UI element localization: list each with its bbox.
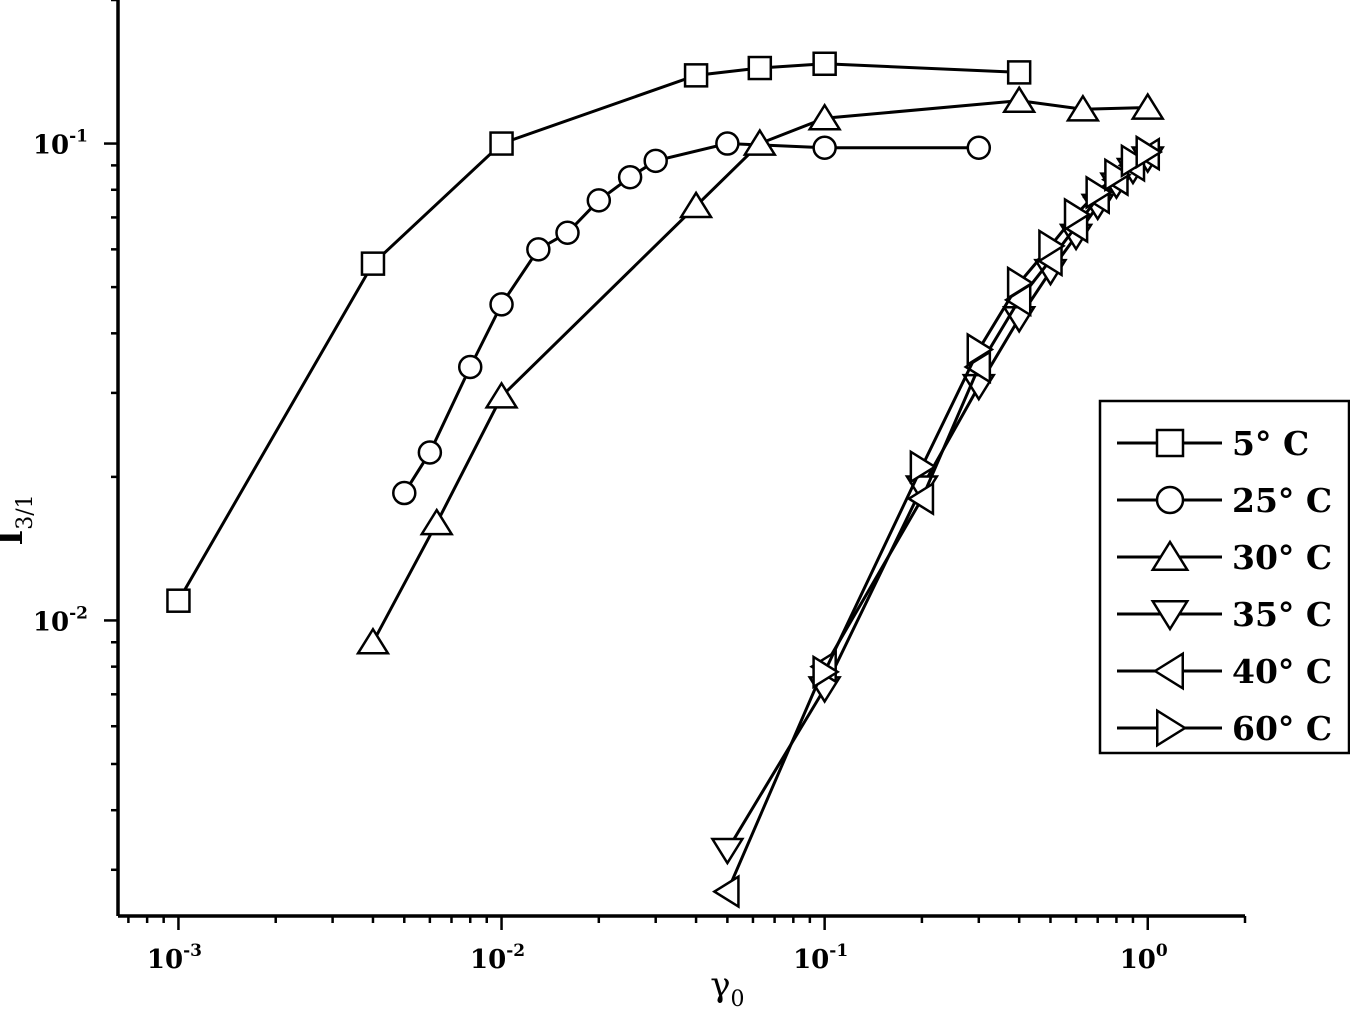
- data-point: [909, 449, 938, 484]
- data-point: [1006, 265, 1035, 301]
- legend-marker: [1152, 651, 1184, 691]
- data-point: [683, 63, 709, 88]
- data-point: [419, 507, 454, 536]
- legend-item: 5° C: [1117, 424, 1309, 463]
- data-point: [166, 588, 191, 613]
- x-tick-label: 10-2: [470, 941, 525, 975]
- legend-marker: [1155, 428, 1185, 458]
- series-line: [403, 142, 979, 494]
- series-line: [726, 152, 1149, 893]
- data-point: [355, 626, 391, 655]
- legend-label: 30° C: [1232, 538, 1332, 577]
- data-point: [712, 874, 740, 909]
- legend-marker: [1155, 485, 1185, 515]
- data-point: [586, 188, 612, 213]
- x-axis-label-subscript: 0: [731, 987, 745, 1009]
- data-point: [807, 102, 842, 131]
- x-axis-label-main: γ: [710, 965, 730, 1005]
- data-point: [1104, 157, 1132, 192]
- legend-label: 60° C: [1232, 709, 1332, 748]
- x-tick-label: 10-3: [147, 941, 202, 975]
- x-tick-label: 100: [1120, 941, 1168, 975]
- legend-item: 35° C: [1117, 595, 1332, 634]
- x-axis-label: γ0: [710, 965, 744, 1009]
- data-point: [1038, 228, 1066, 264]
- legend: 5° C 25° C 30° C 35° C 40° C 60° C: [1098, 399, 1350, 755]
- legend-item: 30° C: [1117, 538, 1332, 577]
- data-point: [966, 135, 992, 160]
- data-point: [1130, 92, 1165, 120]
- data-point: [526, 237, 551, 262]
- data-point: [1001, 85, 1037, 113]
- series-line: [371, 99, 1148, 643]
- data-point: [812, 135, 837, 160]
- y-tick-label: 10-1: [33, 127, 88, 161]
- y-axis-label-main: I: [0, 530, 31, 546]
- series-2: [392, 131, 992, 506]
- legend-marker: [1150, 539, 1190, 571]
- data-point: [1120, 143, 1149, 179]
- data-point: [715, 131, 740, 156]
- data-point: [710, 837, 745, 866]
- data-point: [1006, 60, 1032, 85]
- data-point: [417, 440, 443, 465]
- legend-box: [1098, 399, 1350, 755]
- data-point: [392, 480, 417, 506]
- data-point: [643, 148, 668, 174]
- data-point: [1065, 93, 1101, 122]
- data-point: [1135, 134, 1164, 170]
- data-point: [742, 128, 778, 156]
- data-point: [747, 55, 773, 81]
- data-point: [1085, 175, 1114, 210]
- data-point: [489, 292, 514, 317]
- y-tick-label: 10-2: [33, 603, 88, 637]
- series-1: [166, 51, 1032, 613]
- data-point: [457, 354, 483, 380]
- data-point: [484, 381, 519, 409]
- legend-label: 35° C: [1232, 595, 1332, 634]
- data-point: [966, 332, 995, 367]
- series-4: [710, 146, 1165, 866]
- legend-marker: [1150, 600, 1190, 632]
- data-point: [678, 190, 714, 219]
- x-tick-label: 10-1: [793, 941, 848, 975]
- series-5: [712, 136, 1161, 909]
- legend-label: 40° C: [1232, 652, 1332, 691]
- data-point: [812, 51, 837, 77]
- legend-item: 25° C: [1117, 481, 1332, 520]
- legend-label: 5° C: [1232, 424, 1309, 463]
- data-point: [555, 220, 580, 246]
- legend-item: 40° C: [1117, 651, 1332, 691]
- series-6: [812, 134, 1164, 690]
- data-point: [489, 131, 514, 156]
- data-point: [906, 481, 935, 516]
- data-point: [812, 654, 841, 690]
- data-point: [617, 164, 643, 190]
- data-point: [360, 251, 386, 276]
- legend-label: 25° C: [1232, 481, 1332, 520]
- legend-marker: [1156, 708, 1188, 748]
- legend-item: 60° C: [1117, 708, 1332, 748]
- y-axis-label-subscript: 3/1: [13, 494, 38, 529]
- series-3: [355, 85, 1165, 655]
- series-layer: [166, 51, 1165, 909]
- y-axis-label: I3/1: [0, 494, 38, 545]
- axes: 10-3 10-2 10-1 100 10-2 10-1: [33, 0, 1247, 975]
- data-point: [1063, 197, 1092, 232]
- series-line: [177, 62, 1020, 602]
